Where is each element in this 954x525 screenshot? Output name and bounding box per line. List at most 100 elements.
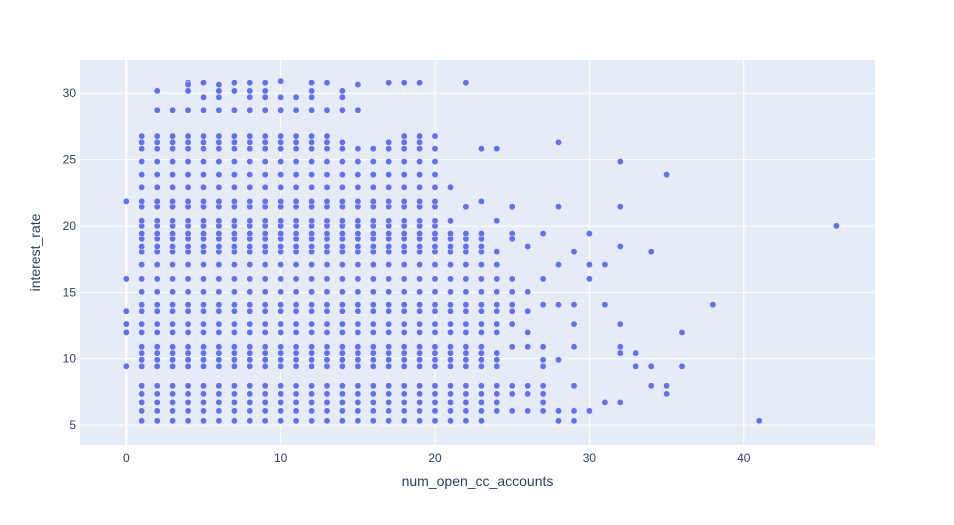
data-point [323, 79, 331, 87]
data-point [323, 171, 331, 179]
data-point [616, 158, 624, 166]
data-point [308, 275, 316, 283]
data-point [153, 243, 161, 250]
data-point [169, 275, 177, 283]
data-point [323, 230, 331, 238]
data-point [153, 171, 161, 179]
data-point [184, 307, 192, 315]
data-point [400, 261, 408, 269]
data-point [400, 79, 408, 87]
data-point [508, 235, 516, 243]
data-point [138, 275, 146, 283]
data-point [122, 320, 130, 328]
data-point [462, 382, 470, 390]
data-point [246, 79, 254, 87]
data-point [632, 362, 640, 370]
data-point [354, 145, 362, 153]
data-point [400, 171, 408, 179]
data-point [431, 407, 439, 415]
data-point [431, 343, 439, 351]
data-point [292, 390, 300, 398]
data-point [323, 301, 331, 309]
y-tick-label: 30 [63, 86, 77, 100]
data-point [477, 261, 485, 269]
data-point [539, 382, 547, 390]
data-point [308, 343, 316, 351]
data-point [215, 81, 223, 89]
data-point [524, 243, 532, 250]
data-point [261, 243, 269, 250]
data-point [308, 138, 316, 146]
data-point [369, 398, 377, 406]
data-point [416, 230, 424, 238]
data-point [323, 343, 331, 351]
data-point [493, 382, 501, 390]
data-point [292, 407, 300, 415]
data-point [385, 171, 393, 179]
data-point [508, 288, 516, 296]
data-point [230, 261, 238, 269]
data-point [385, 349, 393, 357]
data-point [493, 248, 501, 256]
data-point [338, 183, 346, 191]
data-point [261, 343, 269, 351]
data-point [431, 197, 439, 205]
data-point [184, 349, 192, 357]
data-point [416, 132, 424, 140]
data-point [447, 288, 454, 296]
data-point [200, 106, 207, 114]
data-point [261, 106, 269, 114]
data-point [246, 275, 254, 283]
data-point [323, 138, 331, 146]
data-point [246, 382, 254, 390]
data-point [462, 307, 470, 315]
data-point [601, 398, 609, 406]
data-point [215, 343, 223, 351]
data-point [400, 288, 408, 296]
data-point [292, 197, 300, 205]
data-point [354, 390, 362, 398]
data-point [215, 145, 223, 153]
data-point [246, 349, 254, 357]
data-point [153, 398, 161, 406]
y-tick-label: 15 [63, 285, 77, 299]
data-point [477, 343, 485, 351]
data-point [292, 288, 300, 296]
data-point [369, 183, 377, 191]
data-point [184, 261, 192, 269]
data-point [585, 275, 593, 283]
data-point [431, 288, 439, 296]
data-point [215, 158, 223, 166]
data-point [369, 158, 377, 166]
data-point [261, 275, 269, 283]
data-point [261, 356, 269, 364]
data-point [400, 356, 408, 364]
data-point [230, 407, 238, 415]
data-point [385, 243, 393, 250]
data-point [477, 288, 485, 296]
data-point [585, 407, 593, 415]
data-point [338, 230, 346, 238]
data-point [462, 261, 470, 269]
data-point [369, 288, 377, 296]
data-point [323, 307, 331, 315]
data-point [200, 243, 207, 250]
data-point [215, 356, 223, 364]
data-point [400, 382, 408, 390]
data-point [524, 343, 532, 351]
data-point [200, 197, 207, 205]
data-point [153, 288, 161, 296]
data-point [477, 349, 485, 357]
data-point [416, 79, 424, 87]
data-point [292, 362, 300, 370]
data-point [215, 307, 223, 315]
data-point [477, 398, 485, 406]
data-point [230, 417, 238, 425]
data-point [184, 362, 192, 370]
data-point [184, 417, 192, 425]
data-point [277, 356, 285, 364]
data-point [246, 230, 254, 238]
data-point [462, 398, 470, 406]
data-point [246, 301, 254, 309]
data-point [230, 217, 238, 225]
